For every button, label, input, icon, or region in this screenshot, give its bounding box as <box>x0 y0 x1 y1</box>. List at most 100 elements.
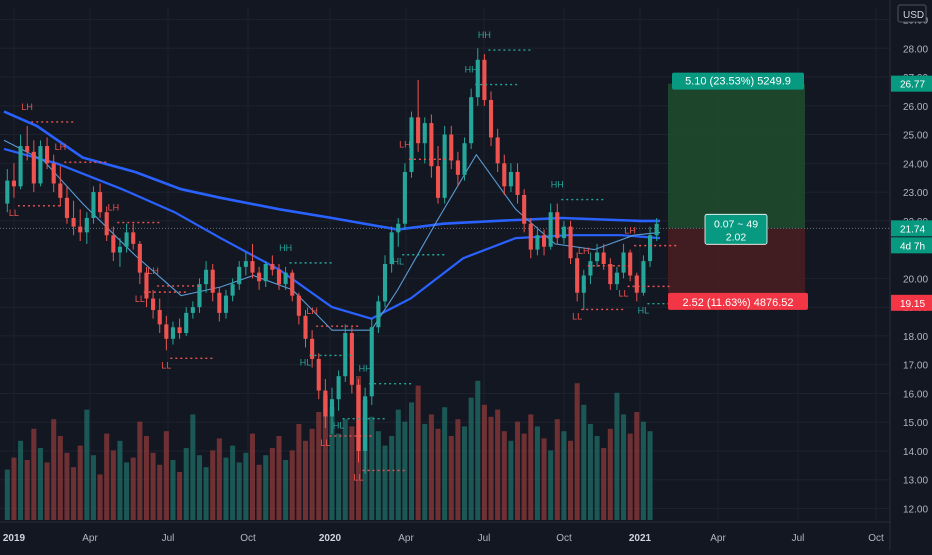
price-badge-target: 26.77 <box>900 80 925 91</box>
volume-bar <box>435 428 441 520</box>
swing-low-label: HL <box>393 257 405 267</box>
candle-body <box>204 269 209 285</box>
volume-bar <box>455 419 461 520</box>
x-tick-label: Apr <box>82 533 98 544</box>
swing-low-label: LL <box>572 311 582 321</box>
volume-bar <box>269 448 275 520</box>
candle-body <box>469 97 474 144</box>
volume-bar <box>230 445 236 520</box>
y-tick-label: 14.00 <box>903 447 928 458</box>
x-tick-label: 2020 <box>319 533 342 544</box>
swing-high-label: HH <box>279 243 292 253</box>
volume-bar <box>37 448 43 520</box>
candle-body <box>422 123 427 144</box>
volume-bar <box>104 433 110 520</box>
price-badge-current-bg <box>891 220 932 237</box>
center-label-bg <box>704 213 768 245</box>
candle-body <box>621 252 626 273</box>
volume-bar <box>289 450 295 520</box>
candle-body <box>528 223 533 250</box>
candle-body <box>303 315 308 339</box>
volume-bar <box>402 421 408 520</box>
candle-body <box>323 390 328 417</box>
candle-body <box>316 358 321 391</box>
volume-bar <box>124 462 130 520</box>
volume-bar <box>90 455 96 520</box>
candle-body <box>382 264 388 302</box>
volume-bar <box>568 440 574 520</box>
candle-body <box>548 212 553 247</box>
volume-bar <box>481 404 487 520</box>
candle-body <box>429 123 434 167</box>
currency-label: USD <box>903 10 924 21</box>
volume-bar <box>541 438 547 520</box>
candle-body <box>164 324 169 339</box>
swing-high-label: HH <box>551 180 564 190</box>
volume-bar <box>203 467 209 520</box>
candle-body <box>356 384 361 451</box>
candle-body <box>64 197 70 218</box>
swing-low-label: LL <box>161 360 171 370</box>
swing-low-label: HL <box>333 421 345 431</box>
swing-high-label: LH <box>55 142 67 152</box>
swing-high-label: LH <box>399 139 411 149</box>
volume-bar <box>621 414 627 520</box>
candle-body <box>310 338 315 359</box>
candle-body <box>31 151 36 184</box>
center-label-line1: 0.07 ~ 49 <box>714 218 758 230</box>
swing-low-label: LL <box>135 294 145 304</box>
volume-bar <box>150 452 156 520</box>
candle-body <box>5 180 10 204</box>
volume-bar <box>210 450 216 520</box>
volume-bar <box>349 426 355 520</box>
candle-body <box>628 252 633 276</box>
swing-low-label: LL <box>320 438 330 448</box>
candle-body <box>25 146 30 152</box>
volume-bar <box>574 383 580 520</box>
volume-bar <box>163 431 169 520</box>
volume-bar <box>515 421 521 520</box>
volume-bar <box>561 431 567 520</box>
candle-body <box>409 117 414 172</box>
volume-bar <box>24 460 30 520</box>
candle-body <box>98 192 103 213</box>
candle-body <box>495 137 500 164</box>
candle-body <box>641 261 646 293</box>
candle-body <box>177 327 182 334</box>
x-tick-label: Apr <box>710 533 726 544</box>
x-tick-label: Jul <box>478 533 491 544</box>
y-tick-label: 25.00 <box>903 131 928 142</box>
volume-bar <box>137 421 143 520</box>
volume-bar <box>415 385 421 520</box>
candle-body <box>575 258 580 293</box>
candle-body <box>237 266 242 285</box>
candle-body <box>91 192 96 218</box>
candle-body <box>462 143 467 175</box>
price-badge-current: 21.74 <box>900 224 925 235</box>
swing-high-label: LH <box>306 306 318 316</box>
y-tick-label: 26.00 <box>903 102 928 113</box>
volume-bar <box>614 392 620 520</box>
volume-bar <box>389 436 395 520</box>
candle-body <box>435 166 441 198</box>
swing-high-label: LH <box>21 102 33 112</box>
volume-bar <box>249 433 256 520</box>
position-labels: 5.10 (23.53%) 5249.9 2.52 (11.63%) 4876.5… <box>668 72 932 311</box>
volume-bar <box>528 414 534 520</box>
candle-body <box>290 272 295 296</box>
volume-bar <box>110 450 116 520</box>
volume-bar <box>581 404 587 520</box>
volume-bar <box>51 419 57 520</box>
x-tick-label: 2019 <box>3 533 26 544</box>
volume-bar <box>276 436 282 520</box>
candle-body <box>648 235 653 262</box>
volume-bar <box>422 424 428 520</box>
candle-body <box>45 146 50 164</box>
candle-body <box>243 261 248 267</box>
y-tick-label: 15.00 <box>903 418 928 429</box>
volume-bar <box>316 412 322 520</box>
swing-high-label: HH <box>478 30 491 40</box>
candle-body <box>588 261 593 276</box>
